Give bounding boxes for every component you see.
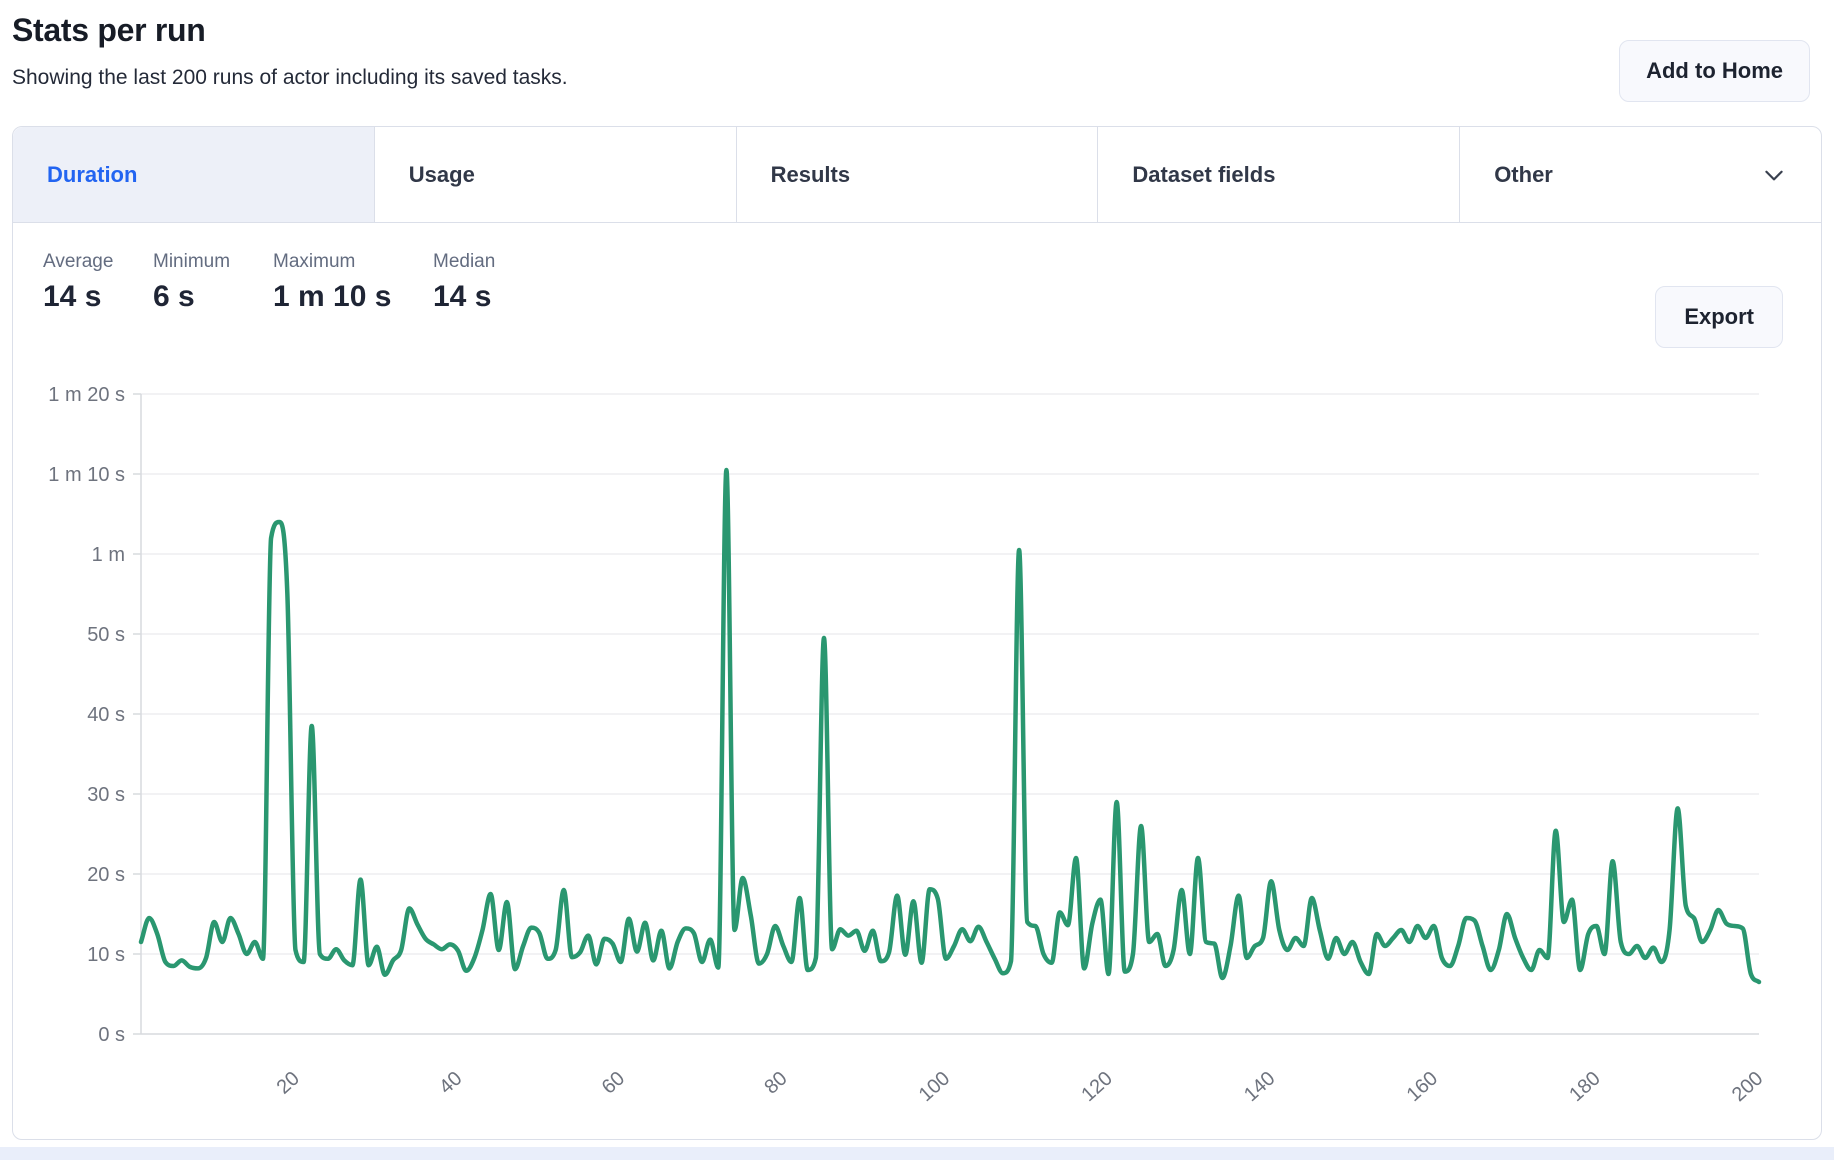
- chevron-down-icon: [1765, 170, 1783, 180]
- svg-text:40: 40: [435, 1067, 466, 1098]
- svg-text:1 m: 1 m: [92, 544, 125, 566]
- page-subtitle: Showing the last 200 runs of actor inclu…: [12, 66, 568, 89]
- duration-chart[interactable]: 1 m 20 s 1 m 10 s 1 m 50 s 40 s 30 s 20 s 10 s 0…: [13, 127, 1821, 1139]
- add-to-home-label: Add to Home: [1646, 58, 1783, 83]
- tab-duration-label: Duration: [47, 161, 138, 187]
- svg-text:60: 60: [598, 1067, 629, 1098]
- svg-text:20: 20: [273, 1067, 304, 1098]
- next-section-edge: [0, 1147, 1834, 1160]
- svg-text:0 s: 0 s: [98, 1024, 125, 1046]
- svg-text:180: 180: [1565, 1067, 1605, 1106]
- svg-text:30 s: 30 s: [87, 784, 125, 806]
- stat-value: 6 s: [153, 280, 195, 313]
- tab-usage[interactable]: Usage: [373, 127, 736, 222]
- svg-text:20 s: 20 s: [87, 864, 125, 886]
- stat-average: Average 14 s: [43, 251, 153, 314]
- svg-text:40 s: 40 s: [87, 704, 125, 726]
- tab-usage-label: Usage: [408, 161, 475, 187]
- stat-value: 1 m 10 s: [273, 280, 392, 313]
- svg-text:160: 160: [1403, 1067, 1443, 1106]
- export-button[interactable]: Export: [1655, 286, 1783, 348]
- stats-card: Duration Usage Results Dataset fields Ot…: [12, 126, 1822, 1140]
- svg-text:10 s: 10 s: [87, 944, 125, 966]
- summary-stats: Average 14 s Minimum 6 s Maximum 1 m 10 …: [13, 223, 1821, 314]
- tab-results[interactable]: Results: [735, 127, 1098, 222]
- tab-bar: Duration Usage Results Dataset fields Ot…: [13, 127, 1821, 223]
- stat-median: Median 14 s: [433, 251, 495, 314]
- stat-maximum: Maximum 1 m 10 s: [273, 251, 433, 314]
- tab-dataset-fields-label: Dataset fields: [1132, 161, 1276, 187]
- tab-other[interactable]: Other: [1459, 127, 1821, 222]
- tab-duration[interactable]: Duration: [13, 127, 374, 222]
- export-label: Export: [1684, 304, 1754, 329]
- add-to-home-button[interactable]: Add to Home: [1619, 40, 1810, 102]
- svg-text:1 m 10 s: 1 m 10 s: [48, 464, 125, 486]
- page-title: Stats per run: [12, 12, 206, 48]
- tab-results-label: Results: [770, 161, 851, 187]
- svg-text:1 m 20 s: 1 m 20 s: [48, 384, 125, 406]
- stat-minimum: Minimum 6 s: [153, 251, 273, 314]
- svg-text:50 s: 50 s: [87, 624, 125, 646]
- svg-text:120: 120: [1077, 1067, 1117, 1106]
- svg-text:140: 140: [1240, 1067, 1280, 1106]
- svg-text:100: 100: [915, 1067, 955, 1106]
- tab-dataset-fields[interactable]: Dataset fields: [1097, 127, 1460, 222]
- svg-text:80: 80: [760, 1067, 791, 1098]
- stat-value: 14 s: [43, 280, 102, 313]
- stat-label: Maximum: [273, 251, 356, 272]
- tab-other-label: Other: [1494, 161, 1553, 187]
- stat-value: 14 s: [433, 280, 492, 313]
- stat-label: Minimum: [153, 251, 231, 272]
- svg-text:200: 200: [1728, 1067, 1768, 1106]
- stat-label: Median: [433, 251, 496, 272]
- stat-label: Average: [43, 251, 114, 272]
